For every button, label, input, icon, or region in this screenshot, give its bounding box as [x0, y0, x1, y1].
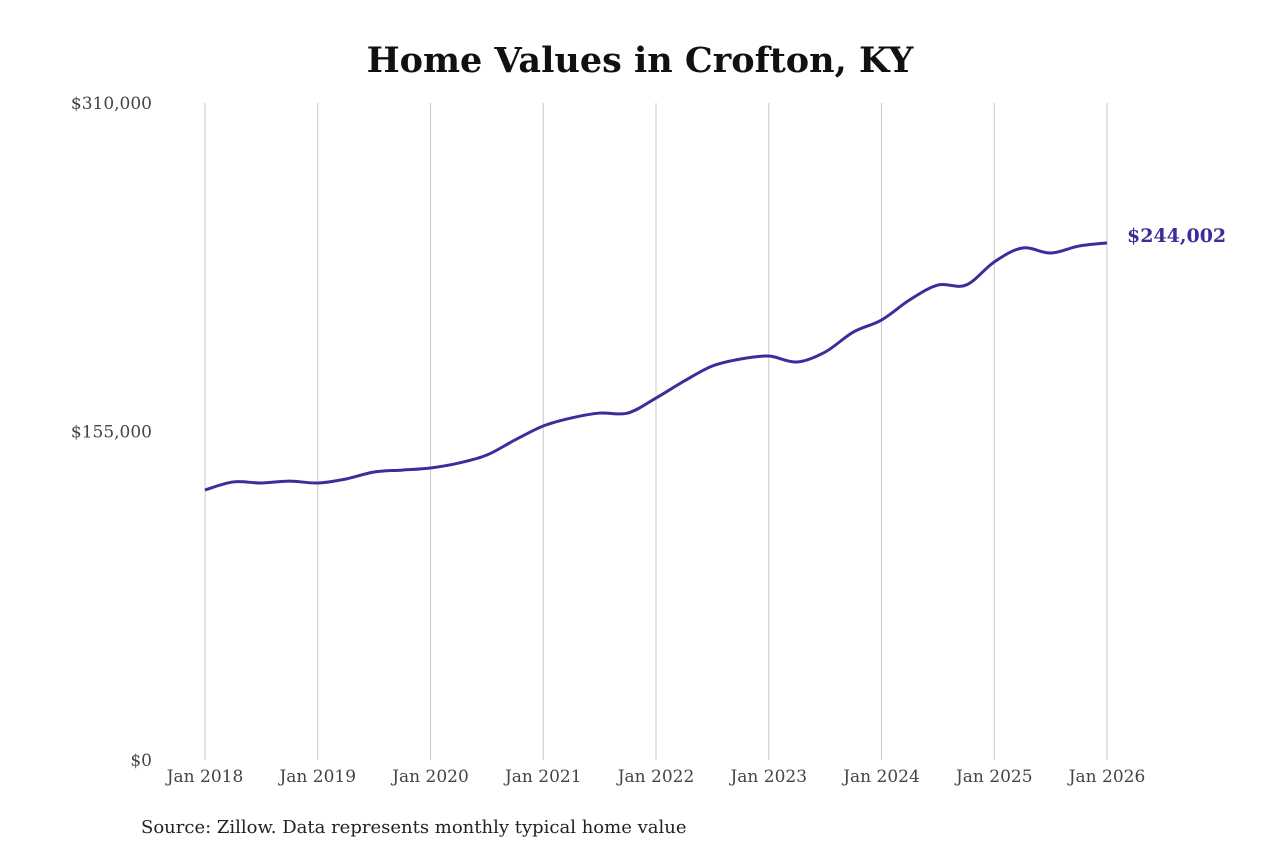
y-tick-label: $310,000: [71, 94, 152, 114]
x-tick-label: Jan 2026: [1067, 767, 1146, 787]
x-tick-label: Jan 2019: [277, 767, 356, 787]
y-tick-label: $0: [130, 751, 152, 771]
series-line: [204, 241, 1108, 492]
source-note: Source: Zillow. Data represents monthly …: [141, 817, 687, 838]
chart-title: Home Values in Crofton, KY: [366, 40, 914, 81]
y-tick-label: $155,000: [71, 423, 152, 443]
x-tick-label: Jan 2020: [390, 767, 469, 787]
x-tick-label: Jan 2025: [954, 767, 1033, 787]
x-tick-label: Jan 2018: [165, 767, 244, 787]
x-tick-label: Jan 2022: [616, 767, 695, 787]
end-value-label: $244,002: [1127, 225, 1226, 247]
x-tick-label: Jan 2023: [728, 767, 807, 787]
x-tick-label: Jan 2021: [503, 767, 582, 787]
x-tick-label: Jan 2024: [841, 767, 920, 787]
